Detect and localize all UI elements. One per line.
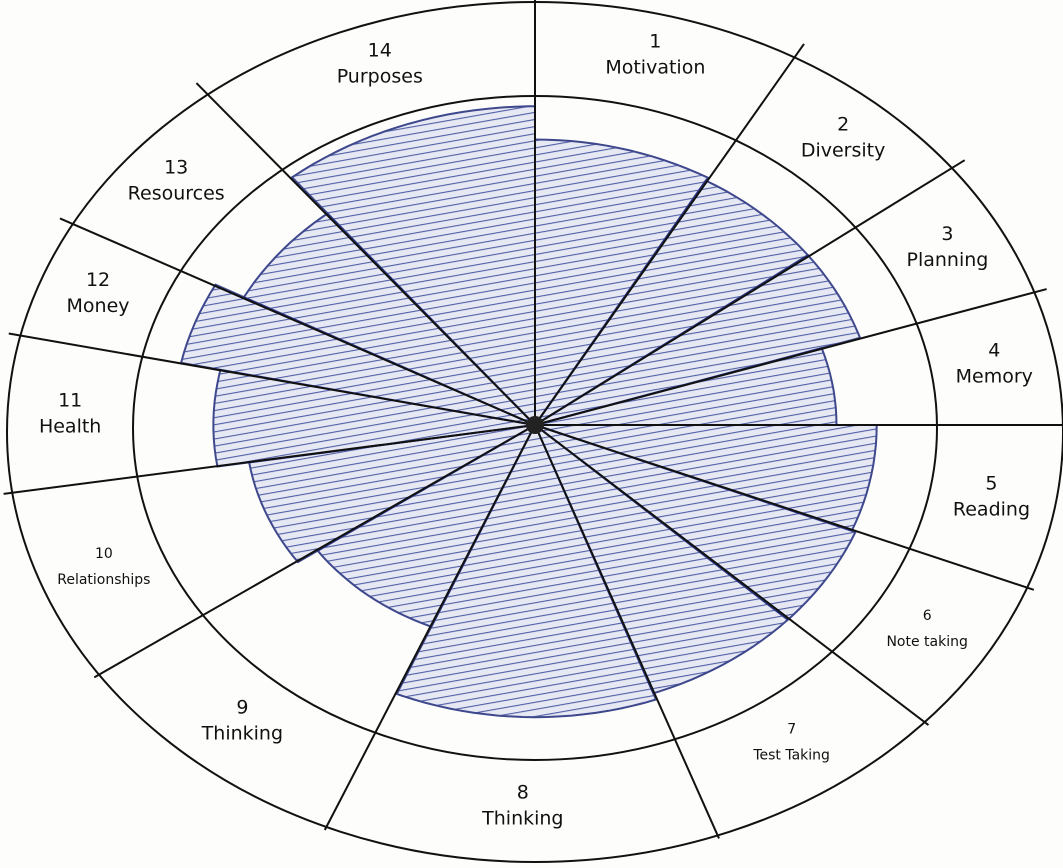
section-number: 13 — [164, 157, 188, 179]
shaded-wedge — [316, 422, 538, 628]
section-label: Money — [67, 295, 130, 317]
section-divider — [534, 43, 805, 426]
section-divider — [534, 288, 1047, 426]
section-label: Memory — [956, 366, 1033, 388]
section-number: 8 — [517, 781, 529, 803]
section-label: Diversity — [801, 139, 886, 161]
section-divider — [195, 82, 536, 426]
section-divider — [323, 424, 536, 831]
shaded-wedge — [212, 368, 536, 468]
section-divider — [534, 159, 966, 426]
section-label: Health — [39, 416, 101, 438]
section-labels: 1 Motivation 2 Diversity 3 Planning 4 Memory 5 Re… — [39, 31, 1033, 830]
section-number: 14 — [368, 39, 392, 61]
section-number: 1 — [649, 31, 661, 53]
section-number: 11 — [58, 390, 82, 412]
section-label: Note taking — [886, 634, 967, 650]
shaded-wedge — [179, 283, 536, 426]
section-divider — [8, 332, 536, 426]
section-divider — [534, 424, 930, 726]
shaded-wedge — [534, 138, 710, 429]
section-divider — [59, 217, 536, 426]
section-number: 4 — [988, 340, 1000, 362]
section-number: 3 — [941, 223, 953, 245]
shaded-wedge — [534, 424, 857, 621]
section-label: Resources — [128, 183, 225, 205]
center-dot — [526, 416, 544, 434]
section-number: 6 — [923, 608, 932, 624]
section-divider — [3, 424, 536, 495]
section-label: Thinking — [201, 722, 283, 744]
section-label: Thinking — [481, 807, 563, 829]
section-label: Motivation — [605, 57, 705, 79]
section-label: Relationships — [57, 572, 150, 588]
shaded-wedge — [534, 179, 810, 426]
section-label: Reading — [953, 498, 1030, 520]
section-label: Test Taking — [752, 748, 830, 764]
shaded-wedge — [534, 253, 862, 426]
separators — [3, 0, 1063, 839]
shaded-wedge — [242, 212, 536, 426]
section-divider — [93, 424, 536, 679]
section-label: Planning — [907, 249, 989, 271]
shaded-wedge — [247, 424, 536, 564]
shaded-wedge — [395, 422, 658, 719]
shaded-wedge — [534, 424, 790, 695]
section-number: 7 — [787, 722, 796, 738]
score-shading — [179, 105, 878, 719]
section-divider — [534, 424, 720, 839]
section-number: 5 — [985, 472, 997, 494]
section-divider — [534, 424, 1035, 591]
section-label: Purposes — [337, 65, 423, 87]
section-number: 9 — [236, 696, 248, 718]
shaded-wedge — [290, 105, 536, 428]
section-number: 10 — [95, 546, 113, 562]
section-number: 12 — [86, 269, 110, 291]
shaded-wedge — [534, 424, 878, 532]
section-number: 2 — [837, 113, 849, 135]
